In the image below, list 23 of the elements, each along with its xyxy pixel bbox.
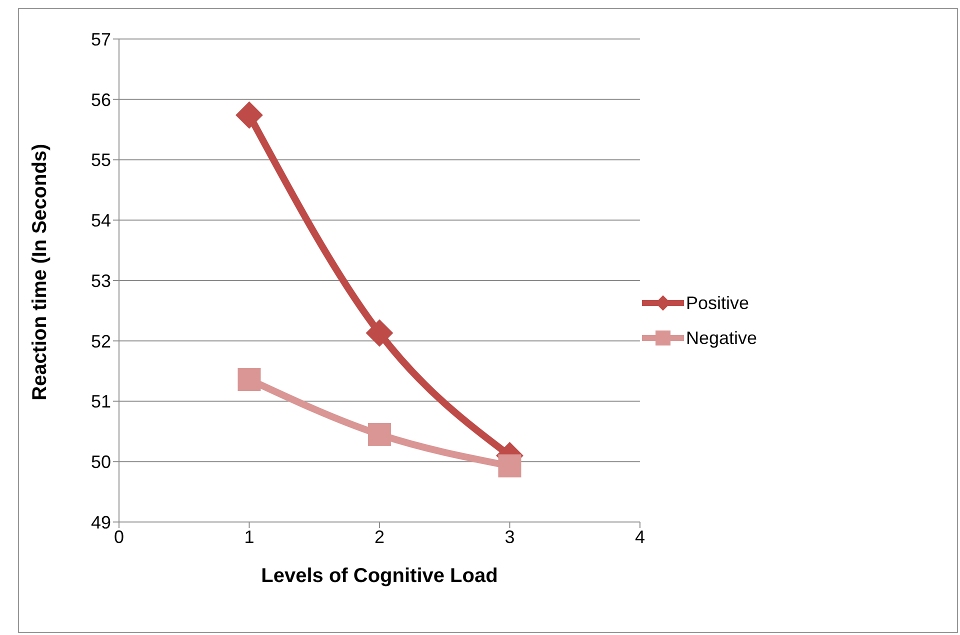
legend-label: Negative [686, 328, 757, 348]
y-tick-label: 49 [90, 512, 111, 532]
y-tick-label: 57 [90, 29, 111, 50]
y-tick-label: 56 [90, 90, 111, 110]
point [368, 422, 391, 446]
y-tick-label: 54 [90, 210, 111, 231]
x-axis-title: Levels of Cognitive Load [261, 565, 498, 587]
legend-label: Positive [686, 292, 749, 314]
y-tick-label: 51 [90, 392, 111, 412]
point [498, 454, 522, 478]
x-tick-label: 1 [244, 526, 254, 547]
x-tick-label: 0 [114, 526, 124, 547]
y-tick-label: 52 [90, 331, 111, 352]
x-tick-label: 3 [504, 526, 515, 547]
y-tick-label: 53 [90, 270, 111, 291]
y-tick-label: 50 [90, 452, 111, 472]
y-tick-label: 55 [90, 150, 111, 170]
x-tick-label: 4 [634, 526, 645, 547]
point [236, 102, 263, 129]
y-axis-title: Reaction time (In Seconds) [29, 144, 52, 400]
point [238, 368, 261, 392]
point [366, 320, 393, 347]
x-tick-label: 2 [374, 526, 384, 547]
